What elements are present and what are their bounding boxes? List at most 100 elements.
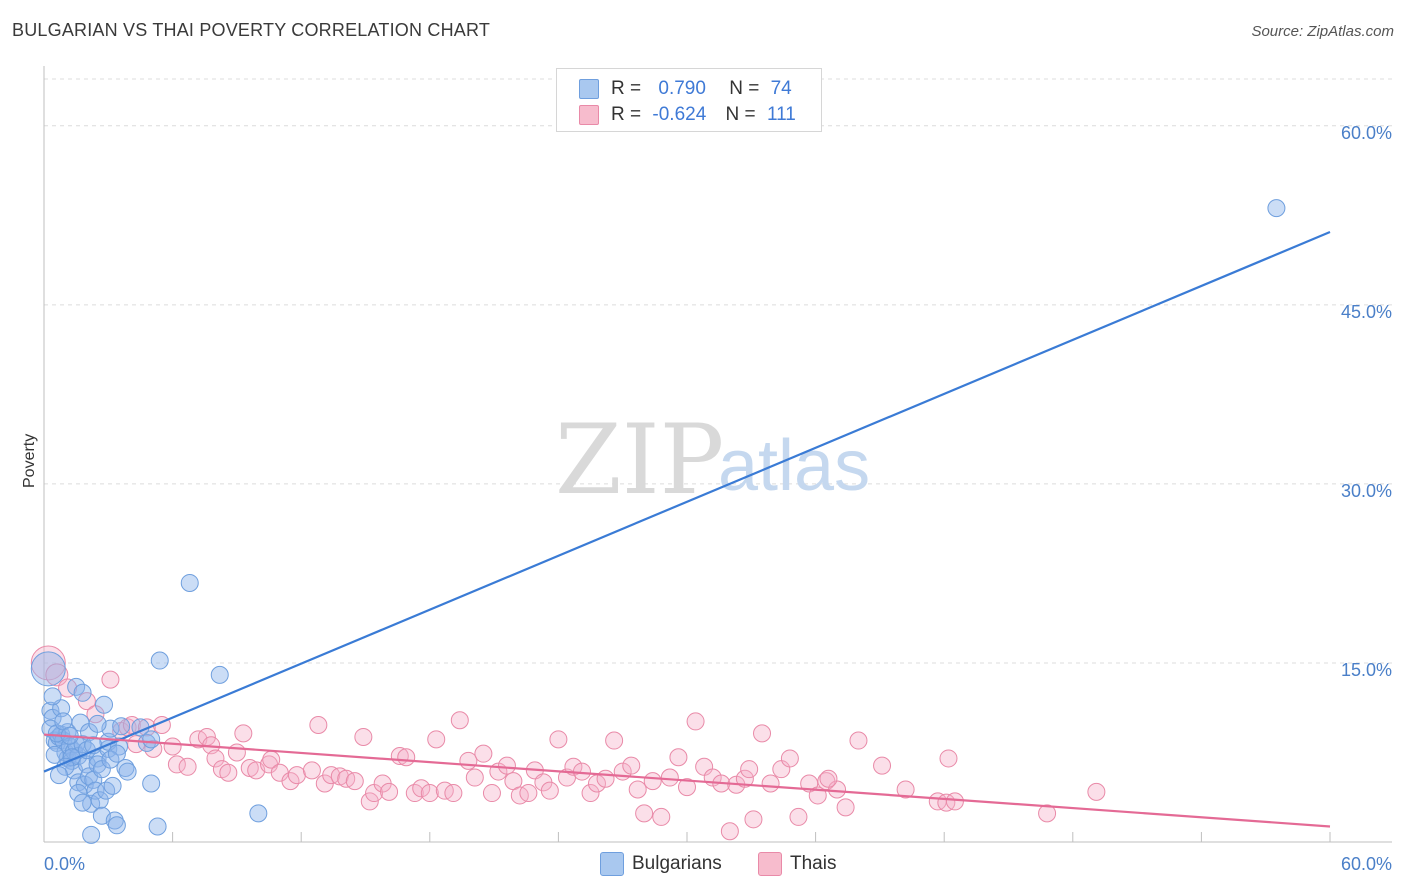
thais-point[interactable]	[497, 756, 516, 775]
bulgarians-point[interactable]	[45, 745, 64, 764]
bulgarians-point[interactable]	[107, 744, 126, 763]
bulgarians-point[interactable]	[50, 766, 69, 785]
thais-point[interactable]	[380, 782, 399, 801]
bulgarians-point[interactable]	[43, 687, 62, 706]
thais-point[interactable]	[740, 760, 759, 779]
thais-point[interactable]	[354, 727, 373, 746]
bulgarians-point[interactable]	[105, 811, 124, 830]
bulgarians-point[interactable]	[112, 717, 131, 736]
bulgarians-point[interactable]	[41, 701, 60, 720]
source-credit: Source: ZipAtlas.com	[1251, 23, 1394, 40]
axes	[43, 66, 1392, 843]
thais-point[interactable]	[302, 761, 321, 780]
thais-point[interactable]	[628, 780, 647, 799]
bulgarians-point[interactable]	[210, 665, 229, 684]
thais-point[interactable]	[761, 774, 780, 793]
thais-point[interactable]	[836, 798, 855, 817]
thais-point[interactable]	[227, 743, 246, 762]
thais-point[interactable]	[178, 757, 197, 776]
thais-point[interactable]	[206, 749, 225, 768]
bulgarians-point[interactable]	[142, 774, 161, 793]
thais-point[interactable]	[234, 724, 253, 743]
thais-point[interactable]	[482, 784, 501, 803]
series-swatch-thais	[758, 852, 782, 876]
thais-point[interactable]	[789, 807, 808, 826]
thais-point[interactable]	[945, 792, 964, 811]
thais-point[interactable]	[849, 731, 868, 750]
x-tick-label-0: 0.0%	[44, 854, 85, 874]
thais-point[interactable]	[622, 756, 641, 775]
thais-point[interactable]	[219, 763, 238, 782]
thais-point[interactable]	[549, 730, 568, 749]
thais-point[interactable]	[605, 731, 624, 750]
bulgarians-point[interactable]	[148, 817, 167, 836]
thais-point[interactable]	[519, 784, 538, 803]
thais-point[interactable]	[412, 779, 431, 798]
legend-n-label: N =	[729, 78, 760, 99]
watermark-atlas: atlas	[718, 426, 870, 506]
thais-point[interactable]	[780, 749, 799, 768]
thais-point[interactable]	[420, 784, 439, 803]
bulgarians-point[interactable]	[73, 683, 92, 702]
thais-point[interactable]	[720, 822, 739, 841]
thais-point[interactable]	[397, 748, 416, 767]
bulgarians-point[interactable]	[30, 651, 66, 687]
thais-point[interactable]	[819, 769, 838, 788]
thais-point[interactable]	[660, 768, 679, 787]
bulgarians-point[interactable]	[107, 816, 126, 835]
thais-point[interactable]	[345, 772, 364, 791]
legend-r-label: R =	[611, 78, 642, 99]
legend-n-value: 111	[766, 104, 796, 125]
thais-point[interactable]	[540, 781, 559, 800]
thais-point[interactable]	[1038, 804, 1057, 823]
thais-point[interactable]	[678, 778, 696, 797]
thais-point[interactable]	[427, 730, 446, 749]
thais-point[interactable]	[101, 670, 120, 689]
thais-point[interactable]	[873, 756, 892, 775]
thais-point[interactable]	[77, 692, 96, 711]
thais-point[interactable]	[167, 755, 186, 774]
thais-point[interactable]	[596, 769, 615, 788]
thais-point[interactable]	[450, 711, 469, 730]
thais-point[interactable]	[635, 804, 654, 823]
thais-trend-line	[43, 733, 1331, 828]
thais-point[interactable]	[360, 792, 379, 811]
y-tick-label-3: 60.0%	[1341, 123, 1392, 143]
bulgarians-point[interactable]	[118, 762, 137, 781]
bulgarians-point[interactable]	[142, 730, 161, 749]
thais-point[interactable]	[669, 748, 688, 767]
thais-point[interactable]	[744, 810, 763, 829]
y-axis-label: Poverty	[21, 434, 38, 488]
thais-point[interactable]	[643, 772, 662, 791]
chart-title: BULGARIAN VS THAI POVERTY CORRELATION CH…	[12, 20, 491, 40]
watermark: ZIP atlas	[555, 404, 870, 516]
thais-point[interactable]	[444, 784, 463, 803]
bulgarians-point[interactable]	[69, 784, 88, 803]
bulgarians-point[interactable]	[180, 573, 199, 592]
thais-point[interactable]	[163, 737, 182, 756]
legend-n-value: 74	[770, 78, 792, 99]
thais-point[interactable]	[459, 751, 478, 770]
bulgarians-point[interactable]	[249, 804, 268, 823]
bulgarians-points	[30, 199, 1286, 844]
thais-point[interactable]	[753, 724, 772, 743]
thais-point[interactable]	[287, 766, 306, 785]
bulgarians-point[interactable]	[73, 793, 92, 812]
bulgarians-point[interactable]	[1267, 199, 1286, 218]
thais-point[interactable]	[896, 780, 915, 799]
thais-point[interactable]	[309, 716, 328, 735]
thais-point[interactable]	[652, 807, 671, 826]
thais-point[interactable]	[581, 784, 600, 803]
bulgarians-point[interactable]	[150, 651, 169, 670]
bulgarians-point[interactable]	[95, 695, 114, 714]
bulgarians-point[interactable]	[88, 714, 107, 733]
bulgarians-point[interactable]	[103, 776, 122, 795]
bulgarians-point[interactable]	[82, 825, 101, 844]
thais-point[interactable]	[474, 744, 493, 763]
thais-point[interactable]	[465, 768, 484, 787]
thais-point[interactable]	[939, 749, 958, 768]
thais-point[interactable]	[1087, 782, 1106, 801]
thais-point[interactable]	[686, 712, 705, 731]
thais-point[interactable]	[735, 769, 754, 788]
